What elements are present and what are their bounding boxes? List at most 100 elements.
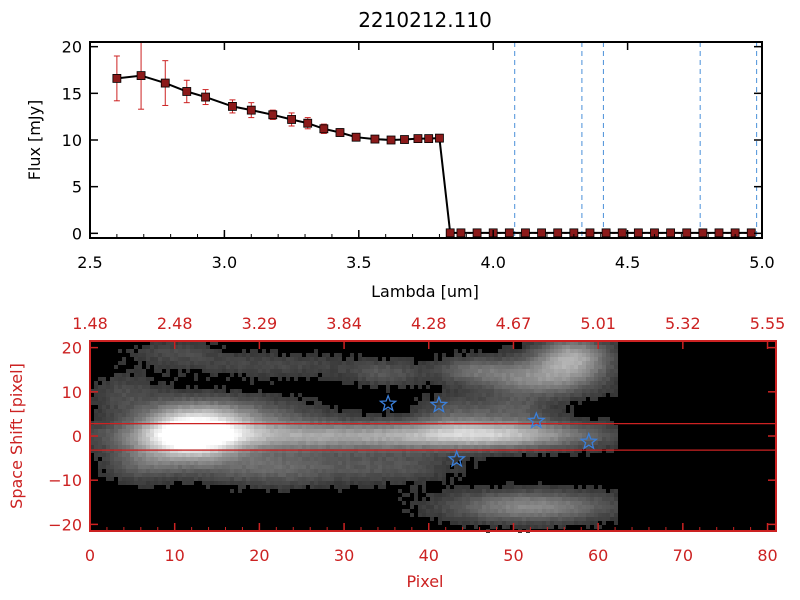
heatmap-cell: [242, 405, 246, 409]
heatmap-cell: [514, 397, 518, 401]
data-point-25: [537, 228, 546, 238]
heatmap-cell: [490, 489, 494, 493]
heatmap-cell: [146, 465, 150, 469]
heatmap-cell: [362, 433, 366, 437]
heatmap-cell: [154, 465, 158, 469]
heatmap-cell: [134, 477, 138, 481]
heatmap-cell: [130, 393, 134, 397]
heatmap-cell: [118, 477, 122, 481]
heatmap-cell: [558, 429, 562, 433]
heatmap-cell: [230, 429, 234, 433]
heatmap-cell: [474, 493, 478, 497]
heatmap-cell: [494, 489, 498, 493]
heatmap-cell: [374, 437, 378, 441]
heatmap-cell: [466, 373, 470, 377]
heatmap-cell: [350, 477, 354, 481]
heatmap-cell: [254, 441, 258, 445]
heatmap-cell: [226, 401, 230, 405]
heatmap-cell: [118, 437, 122, 441]
heatmap-cell: [150, 345, 154, 349]
heatmap-cell: [574, 429, 578, 433]
heatmap-cell: [378, 433, 382, 437]
heatmap-cell: [150, 393, 154, 397]
heatmap-cell: [322, 433, 326, 437]
heatmap-cell: [170, 453, 174, 457]
heatmap-cell: [438, 437, 442, 441]
heatmap-cell: [434, 505, 438, 509]
heatmap-cell: [130, 429, 134, 433]
heatmap-cell: [526, 401, 530, 405]
heatmap-cell: [270, 405, 274, 409]
heatmap-cell: [390, 473, 394, 477]
data-point-23: [504, 228, 514, 238]
heatmap-cell: [242, 461, 246, 465]
heatmap-cell: [202, 365, 206, 369]
heatmap-cell: [290, 469, 294, 473]
heatmap-cell: [138, 361, 142, 365]
heatmap-cell: [146, 353, 150, 357]
heatmap-cell: [134, 425, 138, 429]
heatmap-cell: [218, 445, 222, 449]
heatmap-cell: [138, 389, 142, 393]
heatmap-cell: [134, 381, 138, 385]
heatmap-cell: [546, 393, 550, 397]
heatmap-cell: [426, 445, 430, 449]
heatmap-cell: [430, 517, 434, 521]
heatmap-cell: [378, 469, 382, 473]
heatmap-cell: [546, 413, 550, 417]
heatmap-cell: [562, 349, 566, 353]
heatmap-cell: [138, 405, 142, 409]
heatmap-cell: [602, 389, 606, 393]
heatmap-cell: [462, 357, 466, 361]
heatmap-cell: [598, 389, 602, 393]
heatmap-cell: [270, 461, 274, 465]
heatmap-cell: [306, 397, 310, 401]
heatmap-cell: [178, 425, 182, 429]
heatmap-cell: [550, 425, 554, 429]
heatmap-cell: [430, 493, 434, 497]
heatmap-cell: [578, 341, 582, 345]
heatmap-cell: [238, 353, 242, 357]
heatmap-cell: [414, 469, 418, 473]
heatmap-cell: [486, 453, 490, 457]
heatmap-cell: [402, 493, 406, 497]
heatmap-cell: [130, 369, 134, 373]
heatmap-cell: [354, 449, 358, 453]
heatmap-cell: [470, 497, 474, 501]
heatmap-cell: [422, 497, 426, 501]
heatmap-cell: [322, 453, 326, 457]
heatmap-cell: [562, 429, 566, 433]
heatmap-cell: [426, 425, 430, 429]
heatmap-cell: [278, 445, 282, 449]
heatmap-cell: [510, 489, 514, 493]
heatmap-cell: [250, 357, 254, 361]
heatmap-cell: [474, 353, 478, 357]
heatmap-cell: [358, 457, 362, 461]
heatmap-cell: [546, 525, 550, 529]
heatmap-cell: [570, 449, 574, 453]
heatmap-cell: [542, 345, 546, 349]
heatmap-cell: [266, 405, 270, 409]
heatmap-cell: [262, 405, 266, 409]
heatmap-cell: [186, 361, 190, 365]
heatmap-cell: [402, 433, 406, 437]
heatmap-cell: [370, 361, 374, 365]
heatmap-cell: [258, 477, 262, 481]
heatmap-cell: [366, 441, 370, 445]
heatmap-cell: [566, 381, 570, 385]
heatmap-cell: [282, 401, 286, 405]
top-x-tick-label-3: 4.0: [480, 253, 505, 272]
heatmap-cell: [530, 433, 534, 437]
heatmap-cell: [138, 373, 142, 377]
heatmap-cell: [590, 493, 594, 497]
heatmap-cell: [350, 465, 354, 469]
heatmap-cell: [586, 341, 590, 345]
heatmap-cell: [446, 417, 450, 421]
heatmap-cell: [94, 457, 98, 461]
heatmap-cell: [330, 433, 334, 437]
heatmap-cell: [502, 513, 506, 517]
heatmap-cell: [306, 449, 310, 453]
heatmap-cell: [214, 361, 218, 365]
heatmap-cell: [178, 409, 182, 413]
heatmap-cell: [314, 421, 318, 425]
